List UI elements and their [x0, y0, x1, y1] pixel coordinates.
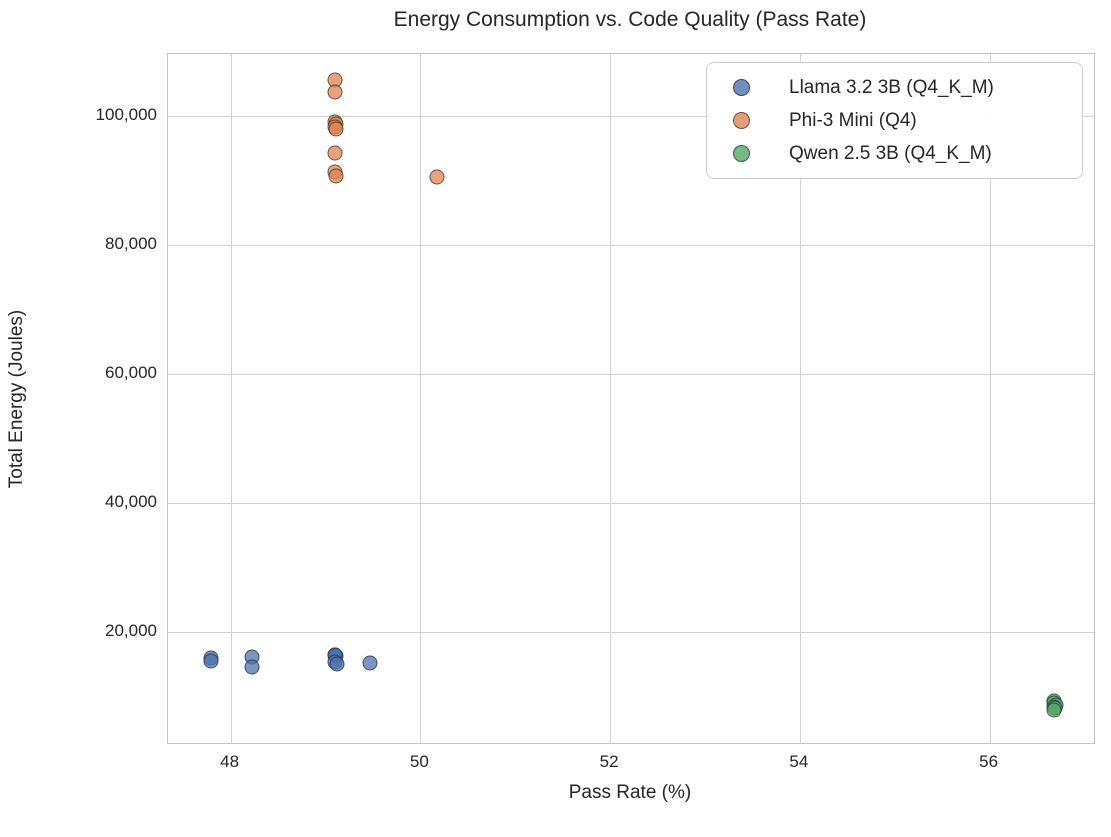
- y-axis-label: Total Energy (Joules): [6, 309, 27, 489]
- y-tick-label: 80,000: [105, 233, 157, 253]
- legend-label-qwen: Qwen 2.5 3B (Q4_K_M): [789, 142, 992, 164]
- data-point: [244, 659, 260, 675]
- y-tick-label: 100,000: [95, 104, 157, 124]
- y-tick-label: 60,000: [105, 362, 157, 382]
- y-tick-label: 40,000: [105, 492, 157, 511]
- legend-item-qwen: Qwen 2.5 3B (Q4_K_M): [707, 137, 1082, 170]
- x-tick-label: 50: [409, 752, 429, 771]
- data-point: [1046, 702, 1062, 718]
- data-point: [327, 145, 343, 161]
- x-gridline: [230, 54, 232, 743]
- y-tick-label: 20,000: [105, 621, 157, 641]
- x-gridline: [610, 54, 612, 743]
- x-tick-label: 54: [789, 752, 809, 771]
- y-gridline: [168, 632, 1094, 634]
- y-gridline: [168, 373, 1094, 375]
- data-point: [328, 168, 344, 184]
- data-point: [327, 84, 343, 100]
- data-point: [429, 169, 444, 185]
- data-point: [203, 653, 219, 669]
- legend-marker-qwen: [733, 145, 750, 162]
- legend: Llama 3.2 3B (Q4_K_M) Phi-3 Mini (Q4) Qw…: [706, 62, 1083, 179]
- x-tick-label: 56: [979, 752, 999, 771]
- y-gridline: [168, 115, 1094, 117]
- legend-item-phi3: Phi-3 Mini (Q4): [707, 104, 1082, 137]
- y-gridline: [168, 244, 1094, 246]
- y-gridline: [168, 503, 1094, 504]
- legend-item-llama: Llama 3.2 3B (Q4_K_M): [707, 71, 1082, 104]
- x-tick-label: 52: [599, 752, 619, 771]
- data-point: [328, 121, 344, 137]
- x-gridline: [420, 54, 422, 743]
- legend-marker-llama: [733, 79, 750, 96]
- x-gridline: [799, 54, 801, 743]
- legend-label-phi3: Phi-3 Mini (Q4): [789, 109, 917, 131]
- legend-marker-phi3: [733, 112, 750, 129]
- legend-label-llama: Llama 3.2 3B (Q4_K_M): [789, 76, 994, 98]
- x-axis-label: Pass Rate (%): [568, 782, 692, 803]
- data-point: [329, 656, 345, 672]
- chart-title: Energy Consumption vs. Code Quality (Pas…: [393, 8, 867, 31]
- x-gridline: [989, 54, 991, 743]
- x-tick-label: 48: [220, 752, 240, 771]
- data-point: [362, 655, 378, 671]
